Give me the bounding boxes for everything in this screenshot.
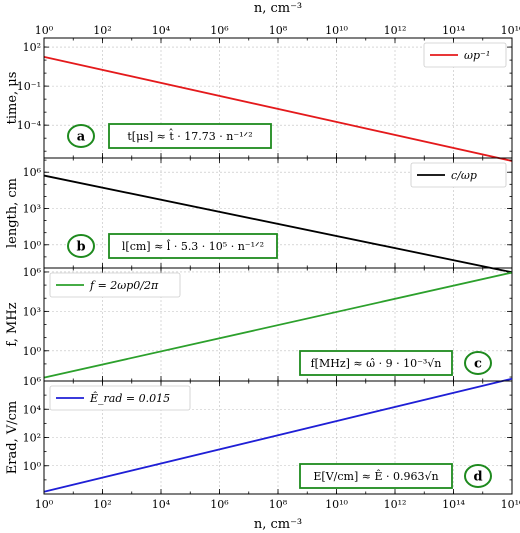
x-tick-label-top: 10¹⁶ [501,24,520,37]
formula-box [108,123,272,149]
series-line-b [43,174,513,274]
x-tick-label-bottom: 10² [93,498,111,511]
formula-text: f[MHz] ≈ ω̂ · 9 · 10⁻³√n [311,357,442,370]
y-axis-label: time, μs [5,72,20,125]
series-line-d [43,377,513,493]
x-tick-label-top: 10¹⁰ [325,24,348,37]
panel-letter: b [76,240,85,255]
legend-box [423,42,507,68]
x-tick-label-bottom: 10¹² [384,498,407,511]
formula-text: t[μs] ≈ t̂ · 17.73 · n⁻¹ᐟ² [127,129,252,143]
series-line-a [43,55,513,162]
y-tick-label: 10⁻⁴ [17,119,42,132]
x-tick-label-bottom: 10⁴ [152,498,171,511]
legend-box [49,272,181,298]
formula-text: E[V/cm] ≈ Ê · 0.963√n [313,469,438,483]
y-axis-label: Erad, V/cm [5,401,20,474]
series-line-c [43,271,513,379]
panel-letter-circle [464,351,492,375]
legend-label: Ê_rad = 0.015 [89,391,170,405]
legend-box [49,385,191,411]
x-tick-label-bottom: 10⁶ [210,498,229,511]
x-axis-label-bottom: n, cm⁻³ [254,517,302,532]
y-tick-label: 10⁶ [23,166,42,179]
legend-label: f = 2ωp0/2π [89,279,159,292]
y-tick-label: 10⁶ [23,375,42,388]
formula-box [299,350,453,376]
y-tick-label: 10³ [23,202,41,215]
formula-box [299,463,453,489]
x-tick-label-top: 10⁴ [152,24,171,37]
panel-letter-circle [67,234,95,258]
formula-box [108,233,278,259]
panel-letter: a [77,130,86,145]
y-tick-label: 10² [23,432,41,445]
y-tick-label: 10⁰ [23,345,42,358]
y-tick-label: 10⁰ [23,460,42,473]
x-tick-label-top: 10⁸ [269,24,288,37]
y-tick-label: 10⁴ [23,403,42,416]
x-tick-label-top: 10¹² [384,24,407,37]
legend-label: c/ωp [451,169,477,182]
y-axis-label: length, cm [5,178,20,248]
x-tick-label-bottom: 10¹⁴ [442,498,465,511]
x-tick-label-bottom: 10⁸ [269,498,288,511]
legend-box [410,162,507,188]
y-tick-label: 10² [23,41,41,54]
y-tick-label: 10⁶ [23,266,42,279]
panel-letter: c [474,357,482,372]
panel-letter: d [473,470,482,485]
panel-letter-circle [464,464,492,488]
x-axis-label-top: n, cm⁻³ [254,1,302,16]
x-tick-label-top: 10⁶ [210,24,229,37]
x-tick-label-bottom: 10¹⁰ [325,498,348,511]
y-tick-label: 10⁰ [23,239,42,252]
y-axis-label: f, MHz [5,302,20,346]
axes-frame [43,380,513,495]
y-tick-label: 10³ [23,305,41,318]
legend-label: ωp⁻¹ [464,49,490,62]
x-tick-label-bottom: 10⁰ [35,498,54,511]
x-tick-label-bottom: 10¹⁶ [501,498,520,511]
y-tick-label: 10⁻¹ [17,80,41,93]
panel-letter-circle [67,124,95,148]
x-tick-label-top: 10⁰ [35,24,54,37]
formula-text: l[cm] ≈ l̂ · 5.3 · 10⁵ · n⁻¹ᐟ² [122,240,264,253]
x-tick-label-top: 10² [93,24,111,37]
x-tick-label-top: 10¹⁴ [442,24,465,37]
